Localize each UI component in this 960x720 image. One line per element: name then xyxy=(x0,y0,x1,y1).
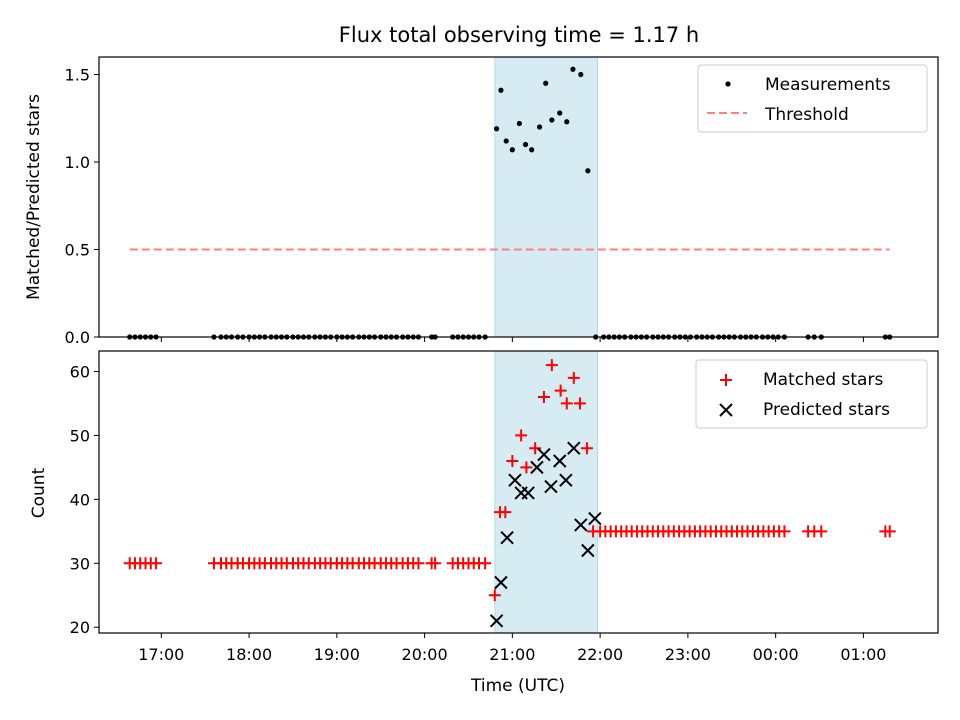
matched-star-point xyxy=(520,461,533,474)
matched-star-point xyxy=(560,397,573,410)
matched-star-point xyxy=(506,454,519,467)
bottom-ytick-label: 60 xyxy=(70,362,90,381)
measurement-point xyxy=(585,168,591,174)
top-xticks xyxy=(160,337,864,342)
matched-star-point xyxy=(580,442,593,455)
predicted-star-point xyxy=(544,479,558,494)
legend-matched-label: Matched stars xyxy=(763,370,883,390)
predicted-star-point xyxy=(574,518,588,532)
predicted-star-point xyxy=(508,473,522,487)
matched-star-point xyxy=(515,429,528,442)
matched-star-point xyxy=(554,384,567,397)
predicted-star-point xyxy=(588,511,602,526)
top-highlight-span xyxy=(494,56,598,338)
predicted-star-point xyxy=(521,486,535,500)
matched-star-point xyxy=(883,525,896,538)
measurement-point xyxy=(509,147,515,153)
legend-predicted-marker xyxy=(719,403,733,417)
bottom-xaxis: 17:00 18:00 19:00 20:00 21:00 22:00 23:00 00:00… xyxy=(138,633,886,664)
top-points-layer xyxy=(127,66,893,340)
top-ytick-label: 0.5 xyxy=(65,241,90,260)
measurement-point xyxy=(516,120,522,127)
bottom-ytick-label: 20 xyxy=(70,618,90,637)
measurement-point xyxy=(522,141,529,148)
matched-star-point xyxy=(412,557,425,570)
measurement-point xyxy=(493,126,500,132)
bottom-matched-layer xyxy=(123,359,896,602)
measurement-point xyxy=(564,119,570,125)
legend-threshold-label: Threshold xyxy=(764,105,849,125)
top-highlight-layer xyxy=(494,56,598,338)
matched-star-point xyxy=(529,442,542,455)
bottom-xtick-label: 17:00 xyxy=(138,645,184,664)
matched-star-point xyxy=(815,525,828,538)
top-ytick-label: 1.0 xyxy=(65,153,90,172)
bottom-predicted-layer xyxy=(489,441,602,628)
legend-matched-marker xyxy=(720,374,732,386)
bottom-xtick-label: 20:00 xyxy=(402,645,448,664)
bottom-ytick-label: 30 xyxy=(70,554,90,573)
measurement-point xyxy=(536,124,543,130)
matched-star-point xyxy=(150,557,163,570)
measurement-point xyxy=(543,80,549,86)
bottom-ytick-label: 40 xyxy=(70,490,90,509)
top-ytick-label: 0.0 xyxy=(65,328,90,347)
bottom-legend-box xyxy=(695,359,928,429)
bottom-xtick-label: 19:00 xyxy=(314,645,360,664)
chart-title: Flux total observing time = 1.17 h xyxy=(339,23,699,47)
bottom-yaxis: 20 30 40 50 60 xyxy=(70,362,99,637)
predicted-star-point xyxy=(494,575,508,590)
matched-star-point xyxy=(537,391,550,404)
bottom-xtick-label: 21:00 xyxy=(489,645,535,664)
bottom-legend: Matched stars Predicted stars xyxy=(695,359,928,429)
measurement-point xyxy=(578,71,584,78)
measurement-point xyxy=(570,66,576,72)
predicted-star-point xyxy=(581,543,595,558)
bottom-axes-frame xyxy=(98,350,939,634)
matched-star-point xyxy=(488,589,501,602)
predicted-star-point xyxy=(553,454,567,468)
top-panel: Flux total observing time = 1.17 h 0.00.… xyxy=(24,23,939,347)
predicted-star-point xyxy=(537,447,551,462)
top-yaxis: 0.0 0.5 1.0 1.5 xyxy=(65,66,99,347)
measurement-point xyxy=(529,147,535,153)
bottom-xlabel: Time (UTC) xyxy=(470,676,565,696)
bottom-xtick-label: 22:00 xyxy=(577,645,623,664)
top-legend: Measurements Threshold xyxy=(697,64,928,133)
measurement-point xyxy=(498,87,504,93)
bottom-xtick-label: 18:00 xyxy=(226,645,272,664)
predicted-star-point xyxy=(500,531,514,545)
top-legend-box xyxy=(697,64,928,133)
measurement-point xyxy=(503,138,509,144)
legend-measurements-label: Measurements xyxy=(765,75,891,95)
matched-star-point xyxy=(545,359,558,372)
bottom-ytick-label: 50 xyxy=(70,426,90,445)
predicted-star-point xyxy=(559,473,573,487)
matched-star-point xyxy=(573,397,586,410)
legend-predicted-label: Predicted stars xyxy=(763,400,890,420)
matched-star-point xyxy=(778,525,791,538)
matched-star-point xyxy=(429,557,442,570)
matched-star-point xyxy=(499,506,512,519)
bottom-xtick-label: 00:00 xyxy=(753,645,799,664)
predicted-star-point xyxy=(567,441,581,455)
bottom-xtick-label: 01:00 xyxy=(840,645,886,664)
matched-star-point xyxy=(479,557,492,570)
top-ytick-label: 1.5 xyxy=(65,66,90,85)
predicted-star-point xyxy=(530,460,544,475)
bottom-panel: 20 30 40 50 60 17:00 18:00 19:00 20:00 21:00 22:0… xyxy=(29,350,939,696)
legend-measurements-marker xyxy=(725,81,731,87)
bottom-xtick-label: 23:00 xyxy=(665,645,711,664)
top-axes-frame xyxy=(98,56,939,338)
predicted-star-point xyxy=(489,614,504,628)
measurement-point xyxy=(557,110,563,116)
measurement-point xyxy=(549,117,555,123)
matched-star-point xyxy=(567,371,580,384)
bottom-ylabel: Count xyxy=(29,467,49,518)
top-ylabel: Matched/Predicted stars xyxy=(24,94,44,300)
